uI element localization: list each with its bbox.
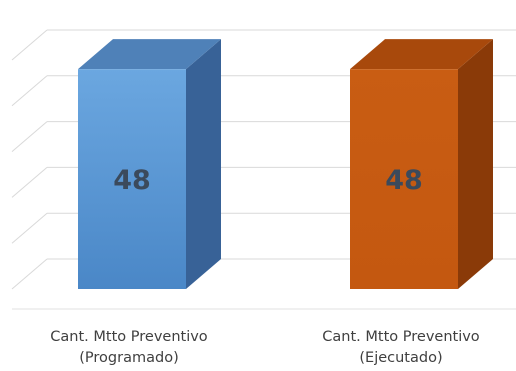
bar-side <box>458 39 493 289</box>
bar-programado <box>78 39 221 289</box>
bar-front <box>350 69 458 289</box>
category-label: Cant. Mtto Preventivo <box>50 329 208 345</box>
bar-ejecutado <box>350 39 493 289</box>
bars <box>78 39 493 289</box>
bar-top <box>350 39 493 70</box>
category-label: Cant. Mtto Preventivo <box>322 329 480 345</box>
labels: 48 Cant. Mtto Preventivo (Programado) 48 Can… <box>50 165 480 366</box>
data-label: 48 <box>113 165 151 196</box>
bar-top <box>78 39 221 70</box>
gridline <box>11 29 516 61</box>
bar-side <box>186 39 221 289</box>
bar-front <box>78 69 186 289</box>
data-label: 48 <box>385 165 423 196</box>
category-label: (Ejecutado) <box>359 350 442 366</box>
category-label: (Programado) <box>79 350 178 366</box>
